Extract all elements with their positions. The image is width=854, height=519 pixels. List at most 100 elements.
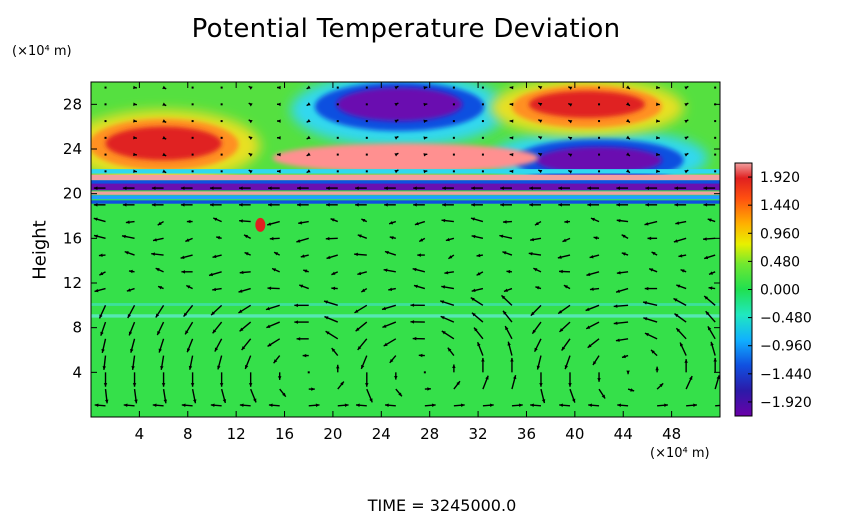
wind-arrow <box>355 321 368 332</box>
wind-arrow <box>676 284 687 290</box>
wind-arrow <box>452 103 455 106</box>
wind-arrow <box>366 388 373 403</box>
wind-arrow <box>220 120 223 123</box>
wind-arrow <box>481 120 484 123</box>
wind-arrow <box>306 152 311 157</box>
wind-arrow <box>481 170 484 173</box>
wind-arrow <box>645 186 658 190</box>
y-tick-label: 12 <box>63 274 82 292</box>
colorbar-tick-label: 1.440 <box>760 198 800 214</box>
wind-arrow <box>216 236 222 240</box>
wind-arrow <box>239 321 252 332</box>
wind-arrow <box>568 169 573 174</box>
wind-arrow <box>239 270 251 275</box>
wind-arrow <box>502 251 513 256</box>
wind-arrow <box>133 85 138 90</box>
wind-arrow <box>133 102 138 106</box>
wind-arrow <box>684 85 689 90</box>
wind-arrow <box>703 203 716 207</box>
wind-arrow <box>128 269 135 274</box>
wind-arrow <box>357 338 368 351</box>
wind-arrow <box>445 237 455 242</box>
wind-arrow <box>674 203 687 207</box>
wind-arrow <box>708 286 716 290</box>
wind-arrow <box>509 152 514 157</box>
wind-arrow <box>617 403 629 407</box>
wind-arrow <box>453 403 465 407</box>
wind-arrow <box>266 321 280 329</box>
wind-arrow <box>384 403 396 407</box>
wind-arrow <box>185 237 193 243</box>
wind-arrow <box>102 355 107 370</box>
wind-arrow <box>162 388 168 404</box>
wind-arrow <box>248 119 253 124</box>
wind-arrow <box>412 336 425 341</box>
wind-arrow <box>650 349 658 357</box>
wind-arrow <box>104 86 107 89</box>
y-axis-unit: (×10⁴ m) <box>12 44 72 59</box>
wind-arrow <box>509 169 514 174</box>
wind-arrow <box>561 338 571 351</box>
wind-arrow <box>656 119 660 123</box>
wind-arrow <box>191 170 194 173</box>
wind-arrow <box>684 169 689 174</box>
wind-arrow <box>528 252 542 256</box>
wind-arrow <box>685 375 693 390</box>
wind-arrow <box>684 359 688 373</box>
wind-arrow <box>355 403 367 407</box>
wind-arrow <box>209 203 222 207</box>
colorbar-tick-label: −0.480 <box>760 311 812 327</box>
wind-arrow <box>501 294 513 306</box>
wind-arrow <box>209 186 222 190</box>
wind-arrow <box>647 236 658 241</box>
wind-arrow <box>104 136 107 139</box>
wind-arrow <box>442 186 454 190</box>
colorbar-tick-label: −1.920 <box>760 395 812 411</box>
wind-arrow <box>529 186 541 190</box>
wind-arrow <box>208 271 222 277</box>
wind-arrow <box>183 304 194 317</box>
wind-arrow <box>452 153 455 156</box>
wind-arrow <box>191 120 194 123</box>
wind-arrow <box>625 152 631 157</box>
wind-arrow <box>210 403 222 407</box>
tropopause-band-3 <box>91 183 720 191</box>
wind-arrow <box>360 355 368 370</box>
wind-arrow <box>276 169 281 174</box>
wind-arrow <box>559 269 571 274</box>
wind-arrow <box>306 135 311 140</box>
wind-arrow <box>615 338 629 342</box>
wind-arrow <box>158 338 165 353</box>
wind-arrow <box>536 355 542 370</box>
wind-arrow <box>592 355 600 366</box>
wind-arrow <box>558 203 571 207</box>
wind-arrow <box>214 338 223 352</box>
wind-arrow <box>307 371 310 374</box>
wind-arrow <box>509 136 514 140</box>
wind-arrow <box>152 403 164 407</box>
wind-arrow <box>452 136 455 139</box>
wind-arrow <box>303 269 309 273</box>
wind-arrow <box>157 220 164 226</box>
wind-arrow <box>587 186 600 190</box>
wind-arrow <box>481 86 484 89</box>
x-tick-label: 12 <box>227 425 246 443</box>
wind-arrow <box>481 153 484 156</box>
wind-arrow <box>538 135 543 140</box>
wind-arrow <box>538 102 543 107</box>
wind-arrow <box>418 237 426 243</box>
wind-arrow <box>452 120 455 123</box>
wind-arrow <box>383 338 397 347</box>
wind-arrow <box>365 103 368 106</box>
wind-arrow <box>276 152 281 157</box>
wind-arrow <box>336 120 339 123</box>
wind-arrow <box>589 254 600 259</box>
wind-arrow <box>155 267 164 273</box>
wind-arrow <box>300 254 309 258</box>
chart-title: Potential Temperature Deviation <box>191 14 621 44</box>
wind-arrow <box>384 250 397 256</box>
wind-arrow <box>674 313 687 323</box>
wind-arrow <box>133 152 138 157</box>
wind-arrow <box>587 203 600 207</box>
wind-arrow <box>707 326 716 340</box>
